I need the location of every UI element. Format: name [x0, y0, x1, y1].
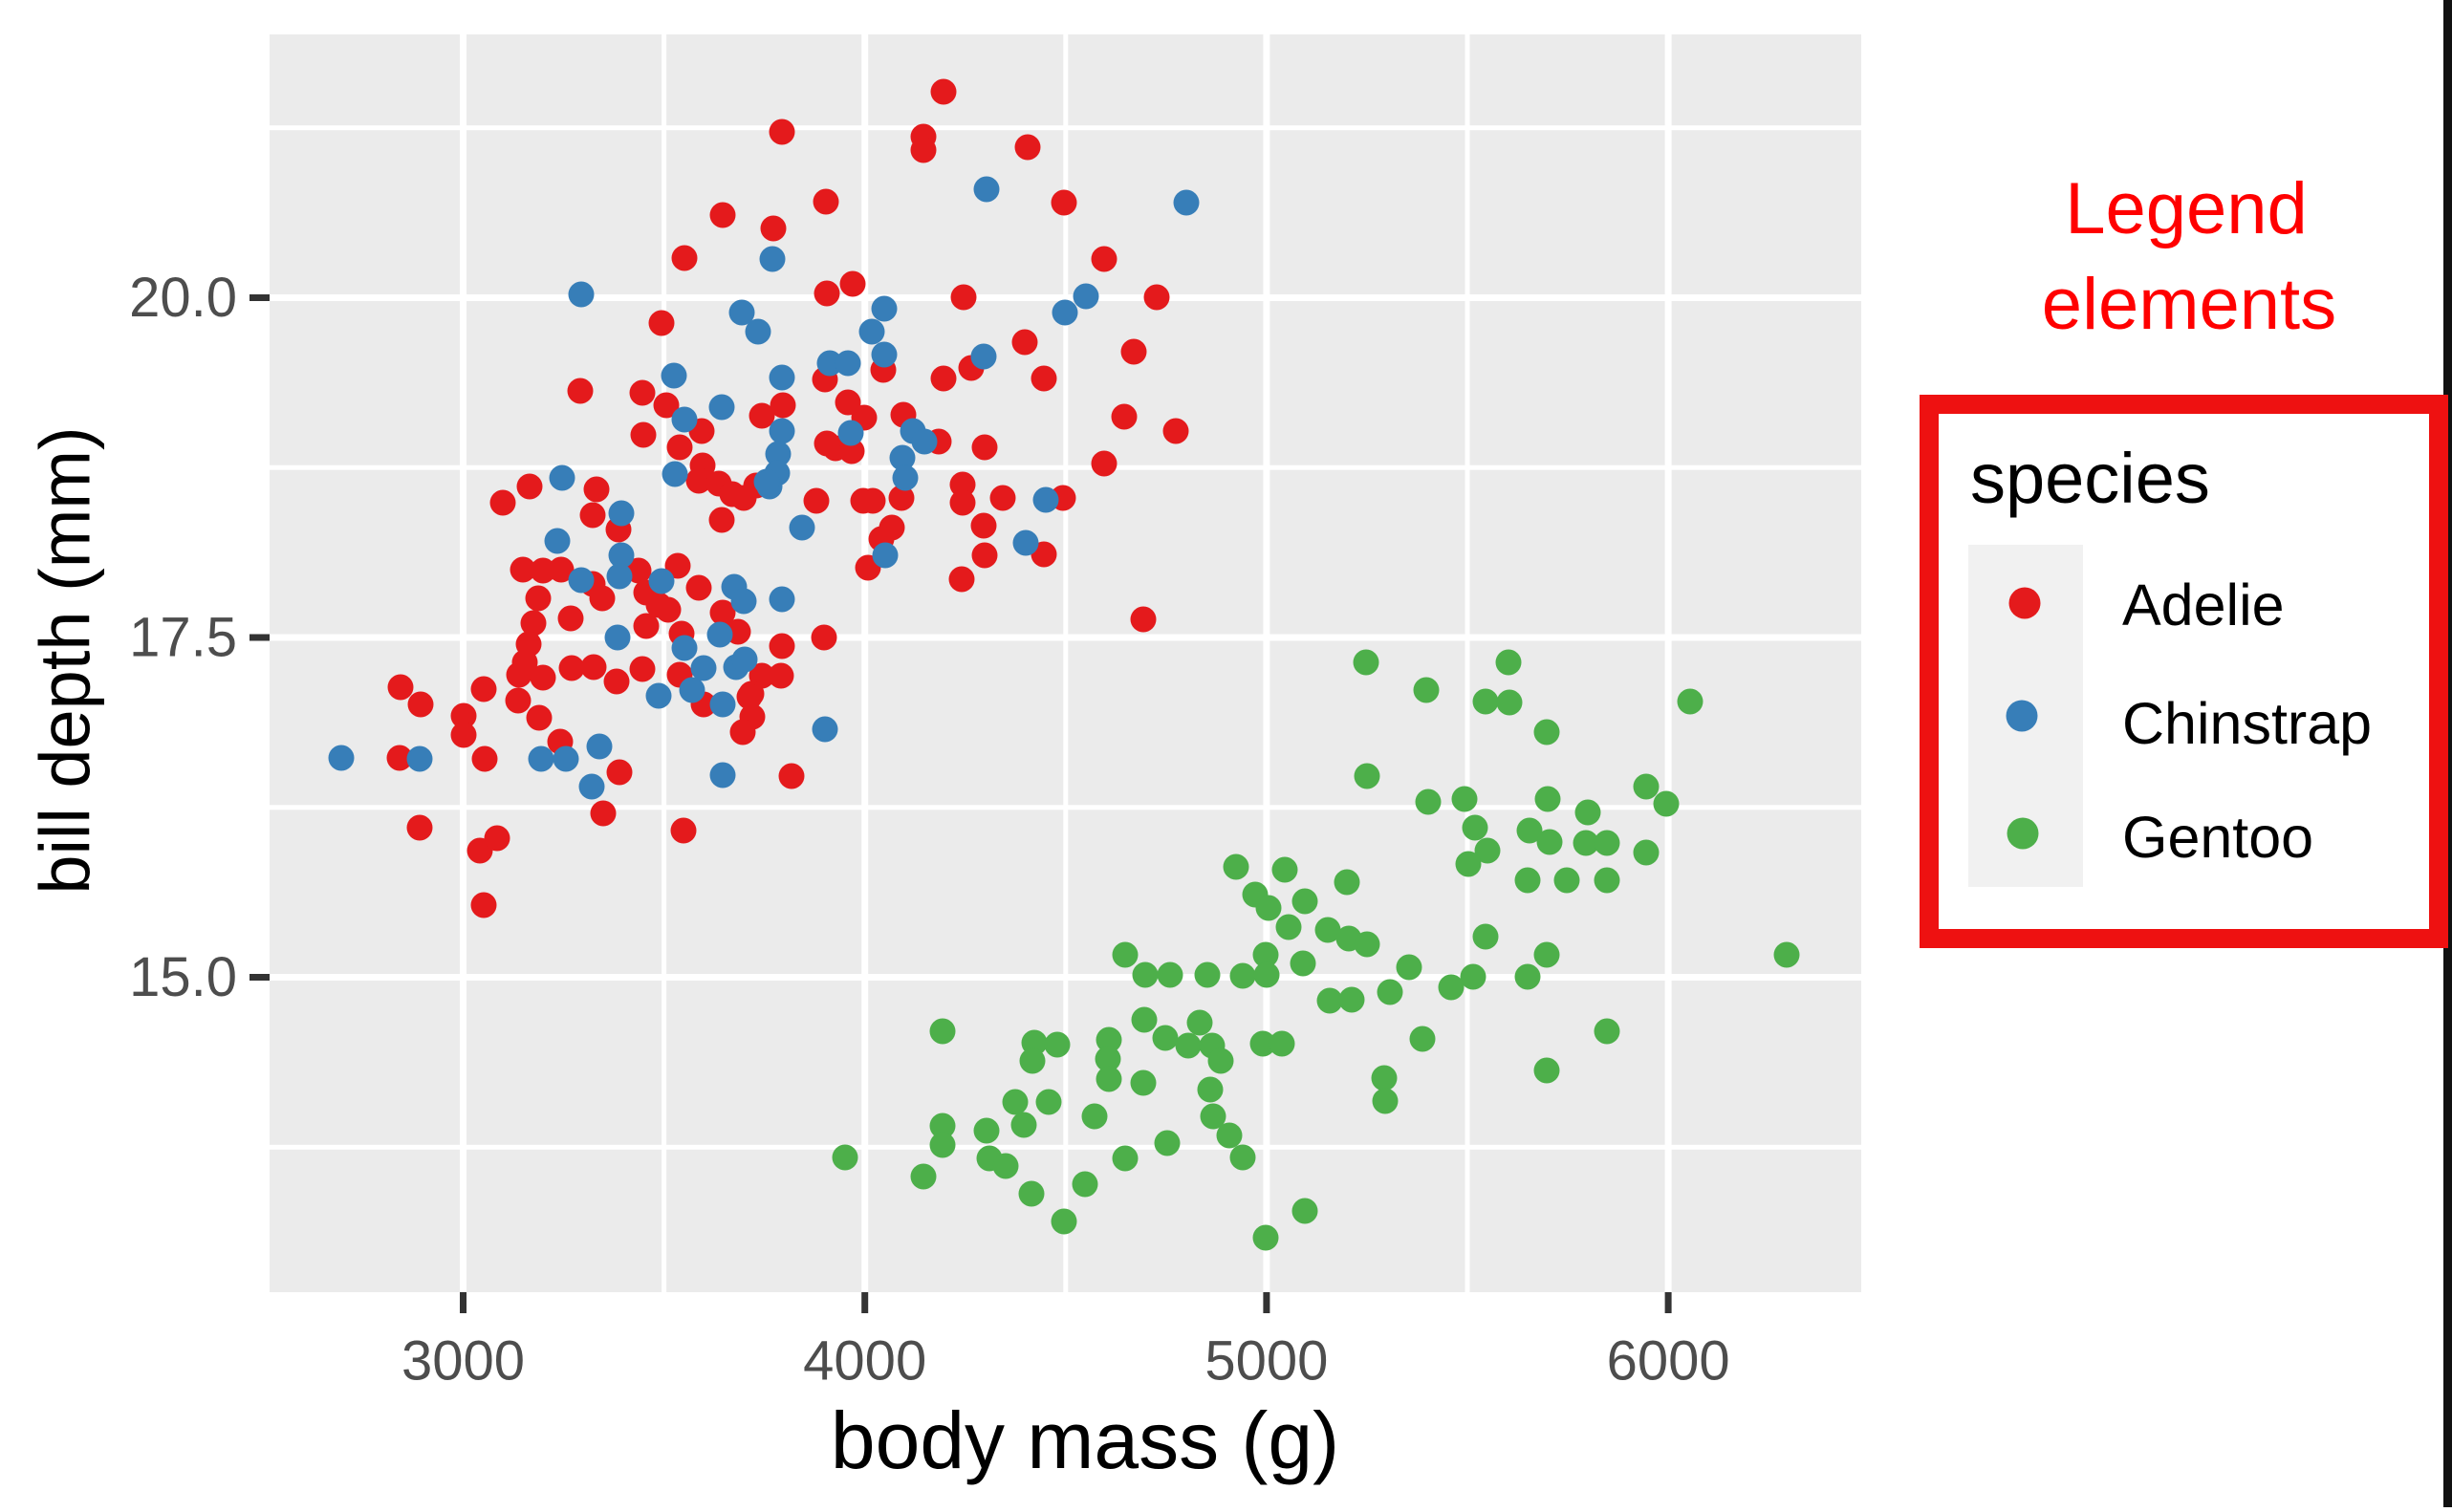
svg-text:20.0: 20.0	[129, 267, 237, 329]
svg-text:4000: 4000	[803, 1330, 926, 1393]
svg-text:15.0: 15.0	[129, 946, 237, 1008]
svg-text:bill depth (mm): bill depth (mm)	[26, 426, 105, 894]
svg-text:elements: elements	[2042, 264, 2336, 345]
svg-text:Legend: Legend	[2065, 168, 2308, 249]
svg-text:Chinstrap: Chinstrap	[2122, 691, 2372, 756]
svg-text:body mass (g): body mass (g)	[831, 1395, 1339, 1485]
svg-text:3000: 3000	[401, 1330, 525, 1393]
svg-text:5000: 5000	[1204, 1330, 1328, 1393]
svg-text:17.5: 17.5	[129, 607, 237, 669]
svg-text:Adelie: Adelie	[2122, 572, 2285, 637]
svg-text:Gentoo: Gentoo	[2122, 805, 2313, 870]
svg-text:species: species	[1970, 439, 2210, 518]
svg-text:6000: 6000	[1607, 1330, 1730, 1393]
